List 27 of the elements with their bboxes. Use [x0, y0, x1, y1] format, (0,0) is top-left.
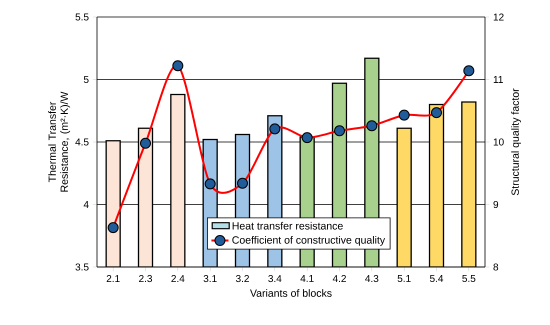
- y2-axis-title: Structural quality factor: [511, 88, 521, 196]
- x-axis-title: Variants of blocks: [250, 289, 332, 297]
- y-axis-title: Thermal Transfer Resistance, (m²·K)/W: [48, 92, 70, 192]
- y2-tick-label: 10: [494, 138, 504, 146]
- x-tick-label: 5.4: [430, 274, 444, 282]
- legend-label: Coefficient of constructive quality: [232, 236, 386, 246]
- x-tick-label: 5.5: [462, 274, 476, 282]
- x-tick-label: 2.1: [106, 275, 120, 282]
- x-tick-label: 3.1: [204, 275, 217, 282]
- y-tick-label: 5.5: [76, 14, 89, 20]
- y2-tick-label: 8: [493, 263, 498, 271]
- y-tick-label: 3.5: [75, 263, 89, 271]
- y-tick-label: 5: [84, 76, 89, 83]
- y-tick-label: 4: [84, 201, 89, 208]
- y2-tick-label: 11: [494, 76, 503, 83]
- x-tick-label: 5.1: [398, 274, 411, 282]
- x-tick-label: 3.4: [268, 275, 282, 282]
- x-tick-label: 4.1: [300, 274, 314, 282]
- series-label: Heat transfer resistance: [232, 222, 343, 230]
- y-tick-label: 4.5: [75, 138, 89, 146]
- y2-tick-label: 12: [494, 14, 504, 20]
- x-tick-label: 4.2: [332, 275, 346, 282]
- y2-tick-label: 9: [493, 200, 498, 208]
- x-tick-label: 2.4: [171, 275, 184, 282]
- x-tick-label: 4.3: [365, 275, 378, 282]
- x-tick-label: 2.3: [139, 275, 152, 282]
- x-tick-label: 3.2: [236, 275, 249, 282]
